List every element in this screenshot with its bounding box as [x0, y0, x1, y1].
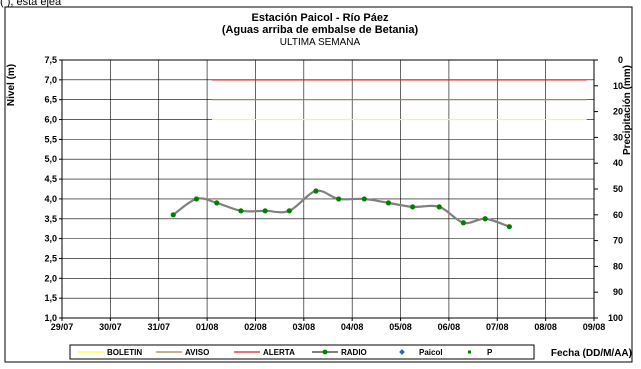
chart-subtitle: (Aguas arriba de embalse de Betania) [222, 24, 419, 36]
legend-marker-p [468, 350, 471, 354]
x-tick-label: 31/07 [147, 322, 170, 332]
data-point [262, 208, 268, 214]
data-point [336, 196, 342, 202]
y-tick-label: 6,5 [44, 95, 57, 105]
legend-label-boletin: BOLETIN [107, 348, 142, 357]
x-tick-label: 09/08 [583, 322, 606, 332]
x-tick-label: 03/08 [293, 322, 316, 332]
y-tick-label: 2,5 [44, 253, 57, 263]
y2-tick-label: 70 [613, 236, 623, 246]
data-point [410, 204, 416, 210]
data-point [170, 212, 176, 218]
x-tick-label: 07/08 [486, 322, 509, 332]
y-tick-label: 7,0 [44, 75, 57, 85]
x-tick-label: 29/07 [51, 322, 74, 332]
data-point [506, 224, 512, 230]
data-point [214, 200, 220, 206]
chart-frame [4, 6, 633, 363]
y-tick-labels: 1,0 1,5 2,0 2,5 3,0 3,5 4,0 4,5 5,0 5,5 6,0 6,5 7,0 7… [44, 55, 57, 323]
x-axis-title: Fecha (DD/M/AA) [551, 348, 632, 359]
legend-label-alerta: ALERTA [263, 348, 295, 357]
x-tick-label: 05/08 [389, 322, 412, 332]
x-tick-label: 06/08 [438, 322, 461, 332]
y-tick-label: 5,0 [44, 154, 57, 164]
legend-label-p: P [487, 348, 493, 357]
y-tick-label: 2,0 [44, 273, 57, 283]
x-tick-label: 01/08 [196, 322, 219, 332]
header-fragment: ( ), esta ejea [0, 0, 62, 8]
data-point [385, 200, 392, 206]
data-point [313, 188, 319, 194]
y2-tick-label: 40 [613, 158, 623, 168]
series-layer [170, 188, 512, 230]
data-point [193, 196, 200, 202]
y-tick-label: 5,5 [44, 134, 57, 144]
y2-tick-label: 30 [613, 132, 623, 142]
y-tick-label: 6,0 [44, 115, 57, 125]
y2-tick-label: 0 [618, 55, 623, 65]
y-tick-label: 4,0 [44, 194, 57, 204]
y2-tick-label: 80 [613, 261, 623, 271]
data-point [238, 208, 244, 214]
y2-tick-label: 20 [613, 107, 623, 117]
y2-tick-label: 10 [613, 81, 623, 91]
legend-label-aviso: AVISO [185, 348, 209, 357]
legend-marker-radio [322, 349, 328, 355]
y-tick-label: 7,5 [44, 55, 57, 65]
y-tick-label: 3,0 [44, 234, 57, 244]
chart-subtitle-2: ULTIMA SEMANA [280, 37, 361, 48]
y-tick-label: 1,5 [44, 293, 57, 303]
y-tick-label: 1,0 [44, 313, 57, 323]
x-tick-label: 30/07 [99, 322, 122, 332]
y2-tick-label: 100 [608, 313, 623, 323]
y2-tick-label: 50 [613, 184, 623, 194]
y2-tick-label: 90 [613, 287, 623, 297]
legend-label-paicol: Paicol [419, 348, 443, 357]
y-axis-title: Nivel (m) [6, 64, 17, 106]
legend-box [69, 344, 535, 360]
y2-axis-title: Precipitación (mm) [622, 65, 633, 155]
x-tick-label: 08/08 [534, 322, 557, 332]
threshold-layer [211, 79, 587, 121]
chart-title: Estación Paicol - Río Páez [252, 12, 389, 24]
x-tick-labels: 29/07 30/07 31/07 01/08 02/08 03/08 04/08 05/08… [51, 322, 606, 332]
y2-tick-label: 60 [613, 210, 623, 220]
y-tick-label: 3,5 [44, 214, 57, 224]
legend: BOLETIN AVISO ALERTA RADIO Paicol P [78, 348, 493, 357]
x-tick-label: 02/08 [244, 322, 267, 332]
data-point [361, 196, 367, 202]
legend-label-radio: RADIO [341, 348, 367, 357]
data-point [286, 208, 292, 214]
data-point [436, 204, 442, 210]
data-point [482, 216, 488, 222]
data-point [460, 220, 467, 226]
legend-marker-paicol [399, 349, 405, 355]
y-tick-label: 4,5 [44, 174, 57, 184]
plot-area [61, 59, 595, 319]
x-tick-label: 04/08 [341, 322, 364, 332]
